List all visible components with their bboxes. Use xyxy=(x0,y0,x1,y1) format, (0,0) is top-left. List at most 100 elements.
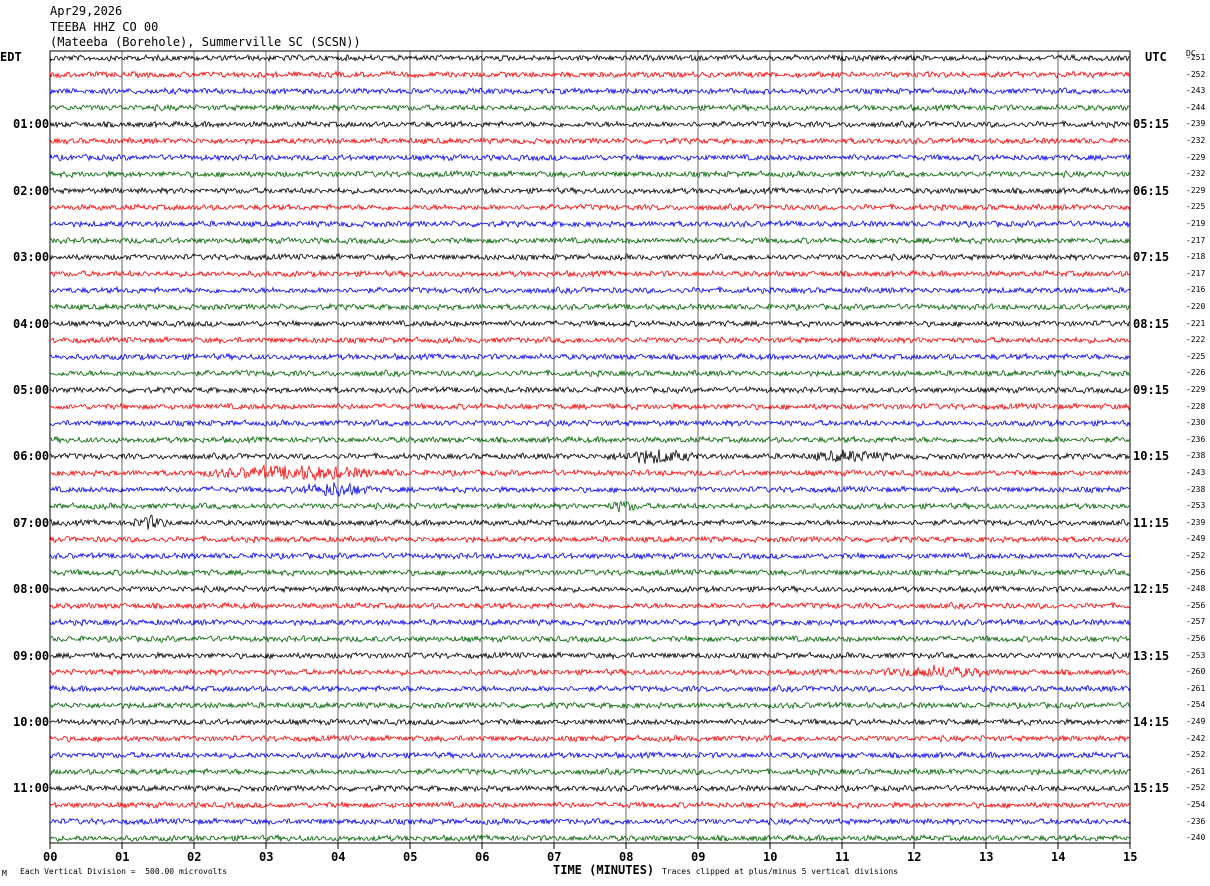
vertical-scale-note: Each Vertical Division = 500.00 microvol… xyxy=(20,867,228,876)
seismic-trace xyxy=(49,817,1131,827)
seismic-trace xyxy=(49,285,1131,295)
dc-offset-label: -253 xyxy=(1186,501,1206,511)
dc-offset-label: -252 xyxy=(1186,750,1206,760)
dc-offset-label: -225 xyxy=(1186,351,1206,361)
clip-note: Traces clipped at plus/minus 5 vertical … xyxy=(662,867,899,876)
dc-offset-label: -217 xyxy=(1186,235,1206,245)
seismic-trace xyxy=(49,800,1131,810)
station-location: (Mateeba (Borehole), Summerville SC (SCS… xyxy=(50,35,361,49)
utc-time-label: 13:15 xyxy=(1133,648,1170,663)
dc-offset-label: -218 xyxy=(1186,252,1206,262)
edt-time-label: 05:00 xyxy=(13,383,50,397)
seismic-trace xyxy=(49,514,1131,530)
dc-offset-label: -256 xyxy=(1186,567,1206,577)
utc-time-label: 09:15 xyxy=(1133,383,1170,397)
dc-offset-label: -238 xyxy=(1186,484,1206,494)
seismic-trace xyxy=(49,352,1131,362)
dc-offset-label: -232 xyxy=(1186,136,1206,145)
edt-time-label: 11:00 xyxy=(13,781,50,796)
seismic-trace xyxy=(49,551,1131,561)
seismic-trace xyxy=(49,664,1131,679)
utc-axis-title: UTC xyxy=(1145,50,1167,64)
seismic-trace xyxy=(49,103,1131,113)
x-tick-label: 02 xyxy=(187,850,202,864)
utc-time-label: 15:15 xyxy=(1133,781,1170,796)
seismic-trace xyxy=(49,584,1131,594)
x-tick-label: 08 xyxy=(619,850,634,864)
seismic-trace xyxy=(49,717,1131,727)
seismic-trace xyxy=(49,700,1131,710)
dc-offset-label: -220 xyxy=(1186,302,1206,311)
dc-offset-label: -252 xyxy=(1186,551,1206,560)
seismic-trace xyxy=(49,783,1131,793)
dc-offset-label: -252 xyxy=(1186,783,1206,793)
utc-time-label: 11:15 xyxy=(1133,515,1170,530)
seismic-trace xyxy=(49,601,1131,610)
dc-offset-label: -252 xyxy=(1186,69,1206,79)
x-tick-label: 03 xyxy=(259,850,274,864)
seismic-trace xyxy=(49,684,1131,694)
seismic-trace xyxy=(49,202,1131,212)
x-tick-label: 01 xyxy=(115,850,130,864)
station-code: TEEBA HHZ CO 00 xyxy=(50,20,159,34)
seismic-trace xyxy=(49,269,1131,279)
dc-offset-label: -253 xyxy=(1186,650,1206,660)
seismic-trace xyxy=(49,86,1131,96)
dc-offset-label: -217 xyxy=(1186,268,1206,278)
plot-frame xyxy=(49,50,1131,844)
utc-time-label: 08:15 xyxy=(1133,316,1170,331)
dc-offset-label: -239 xyxy=(1186,119,1206,129)
x-tick-label: 04 xyxy=(331,850,346,864)
x-tick-label: 09 xyxy=(691,850,706,864)
utc-time-label: 14:15 xyxy=(1133,715,1170,729)
x-tick-label: 12 xyxy=(907,850,922,864)
seismic-trace xyxy=(49,500,1131,513)
seismic-trace xyxy=(49,617,1131,627)
utc-time-label: 07:15 xyxy=(1133,250,1170,265)
dc-offset-label: -251 xyxy=(1186,53,1206,62)
x-tick-label: 06 xyxy=(475,850,490,864)
utc-time-label: 10:15 xyxy=(1133,449,1170,464)
corner-mark: M xyxy=(2,869,7,878)
dc-offset-label: -254 xyxy=(1186,800,1206,809)
edt-time-label: 06:00 xyxy=(13,449,50,464)
seismic-trace xyxy=(49,136,1131,146)
dc-offset-label: -240 xyxy=(1186,833,1206,843)
seismic-trace xyxy=(49,368,1131,378)
dc-offset-label: -243 xyxy=(1186,468,1206,477)
edt-time-label: 04:00 xyxy=(13,316,50,331)
dc-offset-label: -238 xyxy=(1186,451,1206,461)
utc-time-label: 06:15 xyxy=(1133,183,1170,198)
seismic-trace xyxy=(49,186,1131,196)
dc-offset-label: -242 xyxy=(1186,733,1206,743)
dc-offset-label: -260 xyxy=(1186,667,1206,677)
plot-date: Apr29,2026 xyxy=(50,4,123,18)
seismic-trace xyxy=(49,219,1131,229)
seismic-trace xyxy=(49,634,1131,644)
seismic-trace xyxy=(49,651,1131,661)
seismic-trace xyxy=(49,252,1131,262)
edt-time-label: 02:00 xyxy=(13,183,50,198)
seismic-trace xyxy=(49,767,1131,777)
dc-offset-label: -228 xyxy=(1186,401,1206,411)
seismic-trace xyxy=(49,464,1131,482)
seismic-trace xyxy=(49,482,1131,498)
dc-header: DC xyxy=(1186,49,1196,58)
seismic-trace xyxy=(49,435,1131,445)
seismic-trace xyxy=(49,568,1131,578)
dc-offset-label: -244 xyxy=(1186,102,1206,112)
edt-time-label: 08:00 xyxy=(13,582,50,597)
x-tick-label: 07 xyxy=(547,850,562,864)
seismic-trace xyxy=(49,402,1131,412)
edt-time-label: 09:00 xyxy=(13,648,50,663)
seismic-trace xyxy=(49,70,1131,80)
seismic-trace xyxy=(49,385,1131,395)
edt-time-label: 07:00 xyxy=(13,515,50,530)
dc-offset-label: -261 xyxy=(1186,766,1206,776)
dc-offset-label: -257 xyxy=(1186,617,1206,627)
edt-time-label: 03:00 xyxy=(13,250,50,265)
x-axis-title: TIME (MINUTES) xyxy=(553,863,655,877)
seismic-trace xyxy=(50,169,1131,179)
seismic-trace xyxy=(49,319,1131,329)
dc-offset-label: -216 xyxy=(1186,285,1206,295)
